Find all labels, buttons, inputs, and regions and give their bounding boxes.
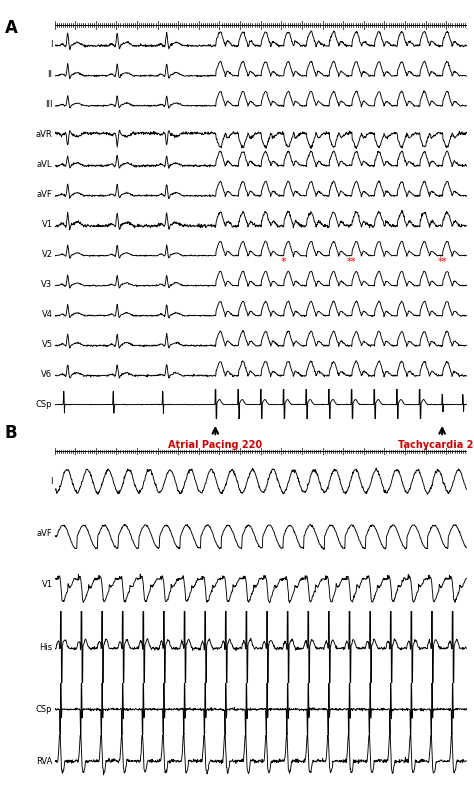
Text: V1: V1 xyxy=(41,580,53,590)
Text: III: III xyxy=(45,100,53,109)
Text: RVA: RVA xyxy=(36,757,53,765)
Text: A: A xyxy=(5,18,18,37)
Text: CSp: CSp xyxy=(36,400,53,409)
Text: II: II xyxy=(47,70,53,79)
Text: V4: V4 xyxy=(41,310,53,319)
Text: Tachycardia 240: Tachycardia 240 xyxy=(398,440,474,450)
Text: V2: V2 xyxy=(41,250,53,259)
Text: V3: V3 xyxy=(41,280,53,289)
Text: I: I xyxy=(50,477,53,486)
Text: **: ** xyxy=(346,257,356,267)
Text: V5: V5 xyxy=(41,340,53,349)
Text: His: His xyxy=(39,642,53,652)
Text: Atrial Pacing 220: Atrial Pacing 220 xyxy=(168,440,263,450)
Text: *: * xyxy=(281,257,286,267)
Text: V6: V6 xyxy=(41,370,53,379)
Text: aVR: aVR xyxy=(36,130,53,139)
Text: aVL: aVL xyxy=(37,160,53,169)
Text: **: ** xyxy=(438,257,447,267)
Text: CSp: CSp xyxy=(36,705,53,714)
Text: V1: V1 xyxy=(41,220,53,229)
Text: I: I xyxy=(50,40,53,49)
Text: B: B xyxy=(5,424,18,443)
Text: aVF: aVF xyxy=(36,529,53,538)
Text: aVF: aVF xyxy=(36,190,53,199)
